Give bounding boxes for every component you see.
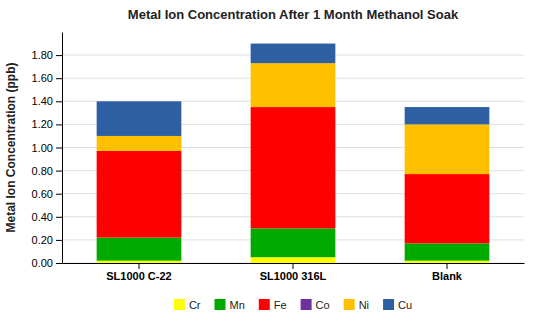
x-tick-mark [447, 263, 448, 269]
x-axis: SL1000 C-22 SL1000 316L Blank [63, 263, 525, 282]
y-tick: 1.40 [32, 95, 62, 107]
y-tick: 1.80 [32, 49, 62, 61]
bar-segment [405, 174, 490, 243]
legend-label: Co [316, 299, 330, 311]
title: Metal Ion Concentration After 1 Month Me… [128, 7, 459, 22]
bar-segment [97, 101, 182, 136]
y-tick-label: 0.20 [32, 234, 53, 246]
y-axis-line [62, 33, 63, 264]
bar-segment [97, 238, 182, 261]
x-tick-label: SL1000 C-22 [106, 270, 171, 282]
y-tick-label: 1.00 [32, 142, 53, 154]
y-tick-label: 0.80 [32, 165, 53, 177]
y-axis: 0.00 0.20 0.40 0.60 0.80 1.00 1.20 1.40 1.60 1.80 [32, 33, 63, 270]
legend-item: Co [301, 299, 330, 311]
y-tick-mark [56, 124, 62, 125]
legend-item: Fe [259, 299, 287, 311]
legend: Cr Mn Fe Co Ni Cu [174, 299, 412, 311]
y-tick-mark [56, 55, 62, 56]
bar-segment [251, 63, 336, 107]
legend-swatch [174, 299, 185, 310]
y-tick: 0.20 [32, 234, 62, 246]
y-tick-mark [56, 240, 62, 241]
y-tick-mark [56, 148, 62, 149]
legend-label: Mn [229, 299, 244, 311]
y-axis-title: Metal Ion Concentration (ppb) [4, 63, 18, 233]
bar-segment [251, 44, 336, 64]
grid [62, 55, 524, 263]
y-tick-mark [56, 101, 62, 102]
bar-segment [97, 261, 182, 263]
bars [97, 44, 490, 263]
x-tick: Blank [432, 263, 463, 282]
bar-segment [97, 151, 182, 238]
bar-segment [251, 257, 336, 263]
y-tick-label: 1.40 [32, 95, 53, 107]
y-tick: 0.80 [32, 165, 62, 177]
legend-item: Cu [383, 299, 412, 311]
y-tick-label: 1.60 [32, 72, 53, 84]
legend-item: Cr [174, 299, 201, 311]
legend-swatch [259, 299, 270, 310]
x-tick-label: Blank [432, 270, 463, 282]
legend-swatch [344, 299, 355, 310]
y-tick: 1.20 [32, 118, 62, 130]
y-tick: 0.00 [32, 257, 62, 269]
x-tick-label: SL1000 316L [260, 270, 327, 282]
legend-label: Cr [189, 299, 201, 311]
chart-container: 0.00 0.20 0.40 0.60 0.80 1.00 1.20 1.40 1.60 1.80… [0, 0, 540, 321]
legend-label: Cu [398, 299, 412, 311]
y-tick-label: 0.00 [32, 257, 53, 269]
y-tick: 0.60 [32, 188, 62, 200]
legend-label: Fe [274, 299, 287, 311]
legend-item: Ni [344, 299, 369, 311]
legend-swatch [301, 299, 312, 310]
y-tick-label: 1.80 [32, 49, 53, 61]
series-5 [97, 44, 490, 136]
chart-svg: 0.00 0.20 0.40 0.60 0.80 1.00 1.20 1.40 1.60 1.80… [0, 0, 540, 321]
y-tick-mark [56, 171, 62, 172]
legend-swatch [383, 299, 394, 310]
x-tick: SL1000 C-22 [106, 263, 171, 282]
y-tick-mark [56, 263, 62, 264]
x-tick: SL1000 316L [260, 263, 327, 282]
y-tick-label: 0.40 [32, 211, 53, 223]
bar-segment [97, 136, 182, 151]
bar-segment [251, 228, 336, 257]
x-tick-mark [139, 263, 140, 269]
bar-segment [405, 124, 490, 174]
y-tick-mark [56, 194, 62, 195]
bar-segment [405, 261, 490, 263]
bar-segment [251, 107, 336, 228]
y-tick: 0.40 [32, 211, 62, 223]
y-tick-label: 1.20 [32, 118, 53, 130]
y-tick: 1.60 [32, 72, 62, 84]
legend-swatch [214, 299, 225, 310]
x-tick-mark [293, 263, 294, 269]
y-tick-label: 0.60 [32, 188, 53, 200]
legend-label: Ni [359, 299, 369, 311]
plot: 0.00 0.20 0.40 0.60 0.80 1.00 1.20 1.40 1.60 1.80… [32, 33, 525, 282]
y-tick-mark [56, 217, 62, 218]
y-tick-mark [56, 78, 62, 79]
legend-item: Mn [214, 299, 244, 311]
series-4 [97, 63, 490, 174]
bar-segment [405, 107, 490, 124]
bar-segment [405, 243, 490, 260]
y-tick: 1.00 [32, 142, 62, 154]
